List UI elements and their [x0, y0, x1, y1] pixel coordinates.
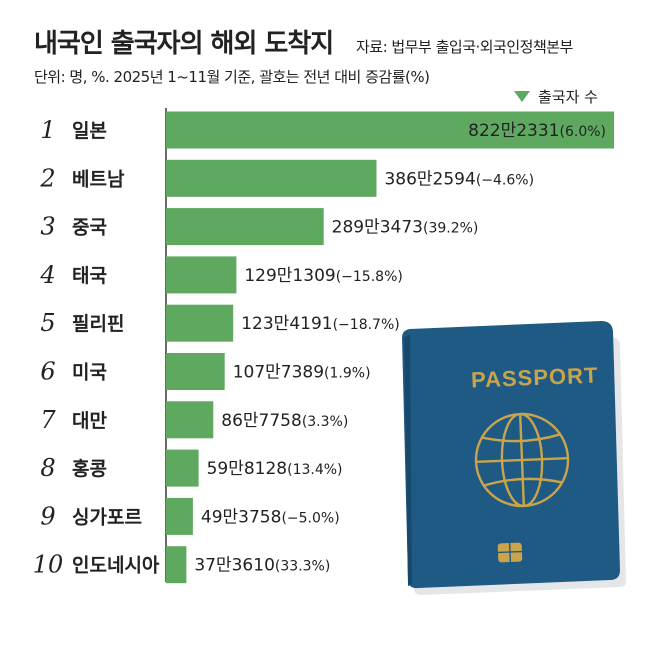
bar	[166, 449, 199, 487]
category-label: 중국	[72, 217, 107, 239]
value-label: 129만1309(−15.8%)	[244, 266, 403, 286]
bar	[166, 353, 225, 390]
category-label: 필리핀	[72, 313, 124, 335]
value-label: 289만3473(39.2%)	[332, 218, 479, 238]
unit-note: 단위: 명, %. 2025년 1~11월 기준, 괄호는 전년 대비 증감률(…	[34, 68, 430, 86]
chip-icon	[497, 542, 523, 563]
rank-label: 9	[40, 502, 55, 530]
value-number: 49만3758	[201, 507, 282, 527]
value-number: 107만7389	[233, 363, 324, 383]
change-label: (33.3%)	[275, 559, 330, 575]
change-label: (13.4%)	[287, 462, 342, 478]
value-number: 59만8128	[207, 459, 288, 479]
bar	[166, 497, 193, 535]
rank-label: 6	[40, 358, 55, 386]
passport-cover	[402, 321, 620, 589]
change-label: (−5.0%)	[281, 510, 339, 526]
change-label: (39.2%)	[423, 221, 478, 237]
value-label: 59만8128(13.4%)	[207, 459, 343, 479]
bar	[166, 546, 187, 584]
source-note: 자료: 법무부 출입국·외국인정책본부	[356, 38, 573, 56]
value-number: 86만7758	[221, 411, 302, 431]
rank-label: 7	[40, 406, 56, 434]
passport-illustration: PASSPORT	[402, 321, 626, 595]
chart-title: 내국인 출국자의 해외 도착지	[34, 29, 334, 59]
change-label: (−4.6%)	[476, 172, 534, 188]
value-number: 129만1309	[244, 266, 335, 286]
bar	[166, 401, 214, 439]
rank-label: 4	[39, 261, 55, 289]
legend: 출국자 수	[514, 86, 598, 107]
value-number: 822만2331	[468, 121, 559, 141]
legend-marker-icon	[514, 91, 530, 102]
value-number: 386만2594	[384, 169, 475, 189]
value-label: 49만3758(−5.0%)	[201, 507, 340, 527]
category-label: 대만	[72, 410, 107, 432]
bar	[166, 208, 324, 246]
bars-group: 1 일본 822만2331(6.0%) 2 베트남 386만2594(−4.6%) 3 중국 2…	[33, 111, 614, 584]
legend-label: 출국자 수	[538, 88, 598, 106]
passport-spine	[404, 334, 412, 586]
category-label: 일본	[72, 120, 107, 142]
category-label: 베트남	[72, 168, 125, 190]
globe-icon	[474, 412, 570, 508]
value-label: 123만4191(−18.7%)	[241, 314, 400, 334]
rank-label: 1	[40, 116, 55, 144]
value-label: 86만7758(3.3%)	[221, 411, 348, 431]
change-label: (−18.7%)	[333, 317, 400, 333]
change-label: (6.0%)	[560, 124, 607, 140]
change-label: (3.3%)	[302, 414, 349, 430]
rank-label: 8	[40, 454, 55, 482]
change-label: (−15.8%)	[336, 269, 403, 285]
passport-label: PASSPORT	[471, 362, 599, 392]
bar	[166, 256, 237, 294]
category-label: 미국	[72, 362, 107, 384]
rank-label: 5	[40, 309, 55, 337]
rank-label: 3	[40, 213, 55, 241]
category-label: 태국	[72, 265, 107, 287]
value-label: 37만3610(33.3%)	[194, 556, 330, 576]
value-number: 37만3610	[194, 556, 275, 576]
value-label: 822만2331(6.0%)	[468, 121, 606, 141]
value-number: 289만3473	[332, 218, 423, 238]
rank-label: 10	[33, 551, 64, 579]
value-label: 386만2594(−4.6%)	[384, 169, 534, 189]
value-number: 123만4191	[241, 314, 332, 334]
category-label: 싱가포르	[72, 506, 142, 528]
bar	[166, 111, 614, 149]
category-label: 홍콩	[72, 457, 107, 480]
bar	[166, 159, 377, 197]
change-label: (1.9%)	[324, 366, 371, 382]
value-label: 107만7389(1.9%)	[233, 363, 371, 383]
bar	[166, 304, 234, 342]
category-label: 인도네시아	[72, 555, 160, 577]
rank-label: 2	[39, 164, 55, 192]
